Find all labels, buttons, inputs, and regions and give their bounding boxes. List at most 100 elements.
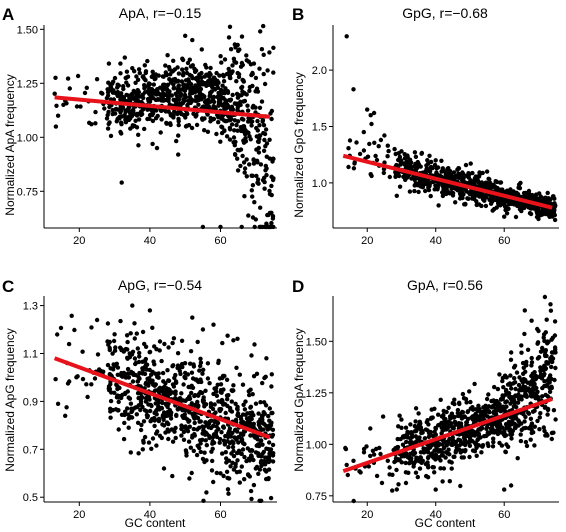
data-point <box>497 372 502 377</box>
data-point <box>502 214 507 219</box>
data-point <box>136 132 141 137</box>
data-point <box>112 75 118 81</box>
data-point <box>545 406 551 412</box>
data-point <box>189 390 194 396</box>
data-point <box>431 455 436 460</box>
data-point <box>467 389 472 394</box>
data-point <box>261 148 267 153</box>
data-point <box>455 407 461 413</box>
data-point <box>84 382 89 387</box>
data-point <box>372 140 377 145</box>
data-point <box>387 174 392 180</box>
data-point <box>168 112 173 117</box>
data-point <box>170 473 175 479</box>
data-point <box>246 419 252 424</box>
data-point <box>231 140 236 145</box>
data-point <box>198 86 204 92</box>
data-point <box>528 393 534 399</box>
data-point <box>262 186 267 191</box>
y-tick-label: 1.3 <box>23 301 38 313</box>
data-point <box>246 130 251 135</box>
data-point <box>132 321 137 326</box>
data-point <box>181 437 187 442</box>
data-point <box>506 206 511 211</box>
data-point <box>93 109 98 115</box>
data-point <box>223 450 228 455</box>
data-point <box>538 368 543 374</box>
data-point <box>346 146 351 151</box>
data-point <box>397 184 403 189</box>
data-point <box>447 459 452 464</box>
data-point <box>137 370 142 376</box>
data-point <box>485 432 490 437</box>
data-point <box>161 417 166 422</box>
data-point <box>428 416 434 421</box>
data-point <box>110 351 115 356</box>
data-point <box>107 386 113 392</box>
data-point <box>548 308 554 313</box>
data-point <box>344 462 349 468</box>
data-point <box>212 402 217 407</box>
data-point <box>189 125 195 131</box>
data-point <box>174 380 179 385</box>
data-point <box>264 141 270 146</box>
data-point <box>242 170 247 175</box>
data-point <box>357 151 363 157</box>
data-point <box>444 185 449 191</box>
data-point <box>160 400 165 406</box>
data-point <box>154 92 159 97</box>
data-point <box>189 470 194 476</box>
data-point <box>201 424 206 430</box>
data-point <box>505 382 511 387</box>
data-point <box>543 330 548 335</box>
data-point <box>119 120 124 125</box>
data-point <box>169 410 174 415</box>
data-point <box>224 377 230 382</box>
data-point <box>119 347 124 353</box>
y-axis-label: Normalized GpG frequency <box>292 72 306 217</box>
data-point <box>214 393 220 398</box>
data-point <box>447 479 452 484</box>
data-point <box>170 68 176 74</box>
data-point <box>176 83 182 88</box>
data-point <box>255 180 261 186</box>
data-point <box>137 376 142 381</box>
data-point <box>269 116 274 122</box>
x-tick-label: 40 <box>144 509 156 521</box>
data-point <box>113 107 119 112</box>
data-point <box>228 75 233 81</box>
data-point <box>367 141 372 147</box>
data-point <box>251 421 256 426</box>
data-point <box>494 179 500 185</box>
data-point <box>530 382 535 387</box>
data-point <box>130 303 135 308</box>
data-point <box>163 63 168 68</box>
data-point <box>402 433 407 439</box>
data-point <box>412 150 418 155</box>
data-point <box>231 338 236 343</box>
data-point <box>459 175 464 181</box>
data-point <box>108 398 114 404</box>
data-point <box>114 382 119 387</box>
data-point <box>183 115 188 120</box>
data-point <box>130 107 136 113</box>
data-point <box>131 372 136 377</box>
data-point <box>258 419 264 425</box>
data-point <box>220 83 225 88</box>
data-point <box>253 217 258 222</box>
data-point <box>537 374 542 380</box>
data-point <box>85 394 90 400</box>
data-point <box>217 436 223 442</box>
data-point <box>240 89 245 94</box>
data-point <box>67 379 72 384</box>
data-point <box>176 397 181 402</box>
data-point <box>241 441 246 446</box>
data-point <box>264 172 269 178</box>
data-point <box>233 101 239 107</box>
data-point <box>133 361 138 367</box>
data-point <box>549 384 554 389</box>
data-point <box>417 466 423 471</box>
data-point <box>504 387 509 393</box>
data-point <box>53 377 58 382</box>
data-point <box>257 136 262 142</box>
